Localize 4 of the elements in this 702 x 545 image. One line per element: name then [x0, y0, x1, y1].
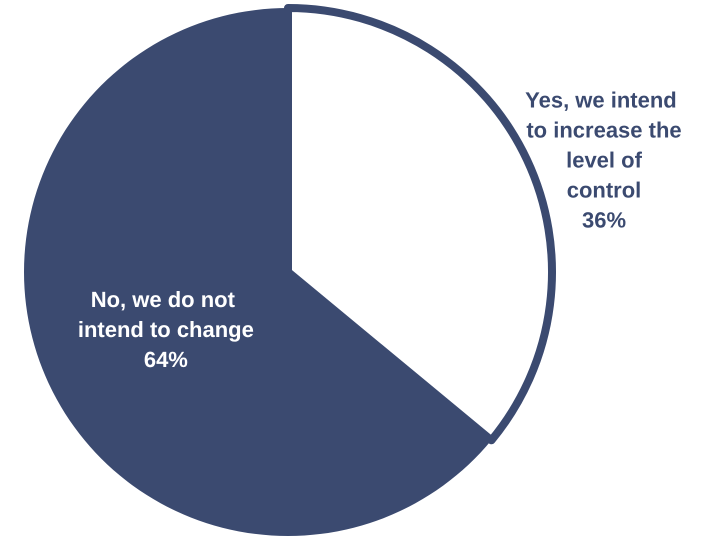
data-label: 64% — [144, 346, 188, 372]
slice-label: No, we do not intend to change — [78, 286, 254, 342]
data-label: 36% — [582, 208, 626, 232]
slice-label: Yes, we intend to increase the level of control — [525, 88, 683, 202]
